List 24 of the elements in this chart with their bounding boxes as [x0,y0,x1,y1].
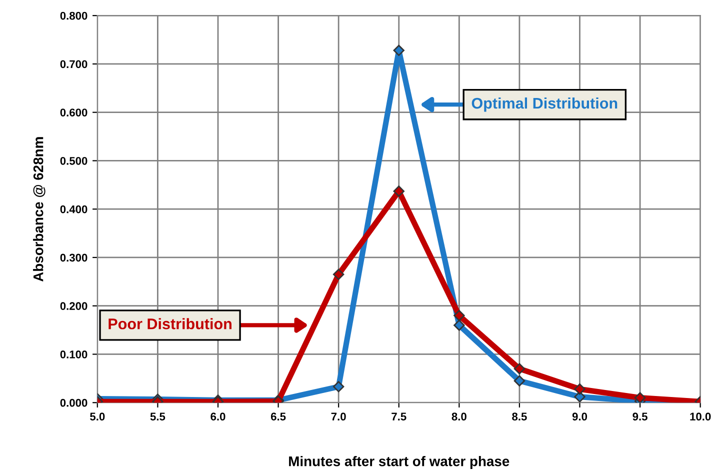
y-tick-label: 0.400 [60,205,88,214]
x-tick-label: 7.5 [392,412,406,420]
y-tick-label: 0.800 [60,12,88,20]
x-tick-label: 8.5 [512,412,527,420]
annotation: Optimal Distribution [472,97,618,112]
x-tick-label: 9.0 [572,412,588,420]
x-tick-label: 9.5 [632,412,648,420]
x-tick-label: 10.0 [690,412,711,420]
x-tick-label: 5.5 [150,412,166,420]
x-tick-label: 8.0 [452,412,466,420]
y-tick-label: 0.000 [60,398,88,407]
y-axis-title: Absorbance @ 628nm [33,137,46,282]
x-tick-label: 7.0 [331,412,346,420]
y-tick-label: 0.500 [60,156,88,165]
y-tick-label: 0.700 [60,60,88,68]
y-tick-label: 0.300 [60,254,88,262]
y-tick-label: 0.100 [60,350,88,358]
annotation: Poor Distribution [108,318,232,330]
y-tick-label: 0.600 [60,108,88,116]
y-tick-label: 0.200 [60,302,88,310]
x-tick-label: 6.5 [270,412,286,420]
x-axis-title: Minutes after start of water phase [289,456,510,469]
x-tick-label: 5.0 [90,412,105,420]
x-tick-label: 6.0 [210,412,226,420]
